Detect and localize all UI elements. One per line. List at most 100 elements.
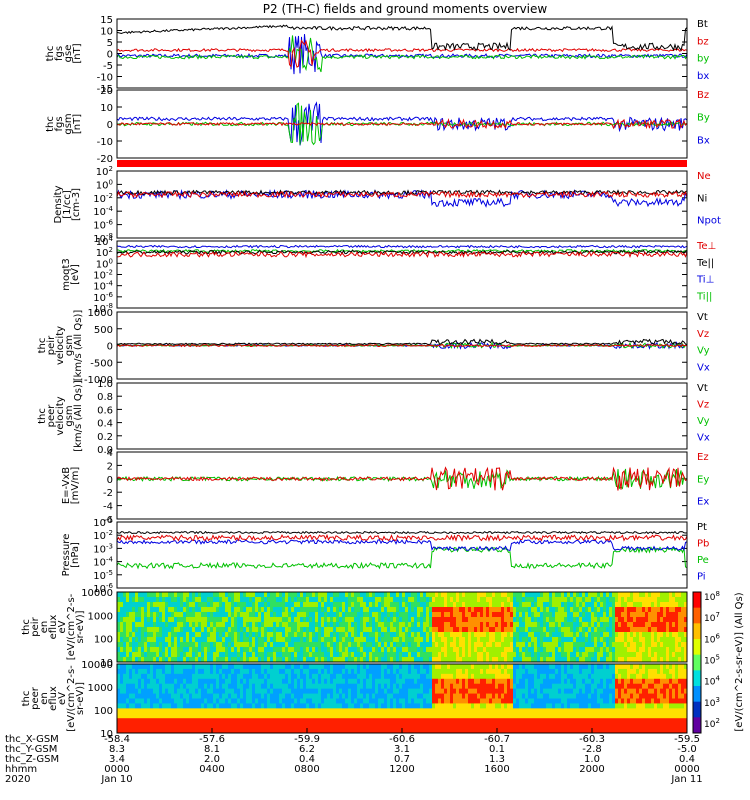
spec-cell: [306, 657, 310, 662]
spec-cell: [525, 678, 529, 685]
spec-cell: [366, 688, 370, 695]
spec-cell: [273, 728, 277, 733]
spec-cell: [519, 728, 523, 733]
spec-cell: [441, 652, 445, 658]
ne-line: [117, 190, 687, 199]
spec-cell: [612, 637, 616, 643]
spec-cell: [450, 647, 454, 653]
spec-cell: [444, 627, 448, 633]
spec-cell: [420, 698, 424, 704]
spec-cell: [222, 652, 226, 658]
spec-cell: [663, 642, 667, 648]
spec-cell: [573, 597, 577, 603]
spec-cell: [186, 703, 190, 709]
spec-cell: [447, 632, 451, 638]
spec-cell: [222, 602, 226, 608]
spec-cell: [489, 602, 493, 608]
spec-cell: [456, 723, 460, 729]
spec-cell: [456, 622, 460, 628]
spec-cell: [519, 664, 523, 670]
spec-cell: [153, 592, 157, 598]
spec-cell: [636, 612, 640, 618]
spec-cell: [651, 637, 655, 643]
spec-cell: [432, 718, 436, 724]
spec-cell: [321, 622, 325, 628]
spec-cell: [210, 647, 214, 653]
spec-cell: [543, 688, 547, 695]
spec-cell: [255, 632, 259, 638]
spec-cell: [198, 713, 202, 719]
spec-cell: [324, 612, 328, 618]
spec-cell: [462, 708, 466, 714]
spec-cell: [240, 612, 244, 618]
spec-cell: [405, 647, 409, 653]
y-tick-label: 102: [96, 165, 113, 178]
spec-cell: [441, 718, 445, 724]
spec-cell: [123, 673, 127, 680]
spec-cell: [513, 652, 517, 658]
spec-cell: [618, 642, 622, 648]
spec-cell: [315, 678, 319, 685]
spec-cell: [147, 627, 151, 633]
spec-cell: [534, 668, 538, 675]
spec-cell: [150, 592, 154, 598]
spec-cell: [375, 642, 379, 648]
spec-cell: [222, 637, 226, 643]
spec-cell: [183, 718, 187, 724]
spec-cell: [129, 693, 133, 699]
spec-cell: [519, 708, 523, 714]
spec-cell: [318, 622, 322, 628]
spec-cell: [438, 703, 442, 709]
spec-cell: [153, 703, 157, 709]
spec-cell: [480, 647, 484, 653]
spec-cell: [537, 612, 541, 618]
spec-cell: [189, 673, 193, 680]
spec-cell: [120, 673, 124, 680]
spec-cell: [243, 647, 247, 653]
spec-cell: [519, 632, 523, 638]
spec-cell: [180, 607, 184, 613]
spec-cell: [276, 678, 280, 685]
spec-cell: [336, 664, 340, 670]
spec-cell: [345, 673, 349, 680]
spec-cell: [615, 657, 619, 662]
spec-cell: [609, 607, 613, 613]
spec-cell: [351, 723, 355, 729]
spec-cell: [156, 637, 160, 643]
spec-cell: [282, 688, 286, 695]
spec-cell: [117, 622, 121, 628]
spec-cell: [645, 627, 649, 633]
spec-cell: [411, 698, 415, 704]
spec-cell: [381, 683, 385, 690]
spec-cell: [654, 642, 658, 648]
spec-cell: [369, 637, 373, 643]
spec-cell: [561, 607, 565, 613]
spec-cell: [501, 597, 505, 603]
spec-cell: [483, 718, 487, 724]
spec-cell: [411, 642, 415, 648]
spec-cell: [546, 622, 550, 628]
spec-cell: [300, 622, 304, 628]
spec-cell: [354, 693, 358, 699]
panels-group: thcfgsgse[nT]151050-5-10-15Btbzbybxthcfg…: [21, 15, 721, 740]
spec-cell: [462, 678, 466, 685]
spec-cell: [297, 708, 301, 714]
spec-cell: [246, 673, 250, 680]
spec-cell: [138, 698, 142, 704]
spec-cell: [660, 607, 664, 613]
spec-cell: [249, 693, 253, 699]
spec-cell: [513, 693, 517, 699]
spec-cell: [150, 688, 154, 695]
spec-cell: [126, 664, 130, 670]
spec-cell: [291, 678, 295, 685]
spec-cell: [663, 627, 667, 633]
spec-cell: [318, 718, 322, 724]
spec-cell: [315, 703, 319, 709]
spec-cell: [414, 728, 418, 733]
spec-cell: [510, 592, 514, 598]
spec-cell: [489, 627, 493, 633]
spec-cell: [498, 703, 502, 709]
spec-cell: [198, 693, 202, 699]
spec-cell: [138, 637, 142, 643]
spec-cell: [555, 592, 559, 598]
